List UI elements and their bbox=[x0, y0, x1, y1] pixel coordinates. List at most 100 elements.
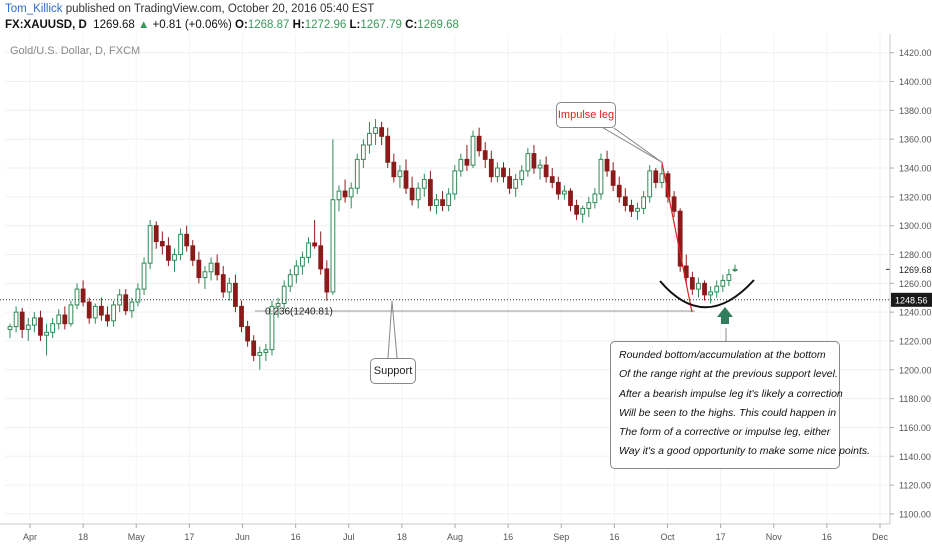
candle-body bbox=[543, 164, 549, 178]
support-callout: Support bbox=[370, 358, 416, 384]
candle-body bbox=[647, 170, 653, 198]
note-line: Way it's a good opportunity to make some… bbox=[619, 445, 871, 458]
candle-body bbox=[287, 274, 293, 287]
candle-body bbox=[141, 262, 147, 290]
candle-body bbox=[111, 304, 116, 322]
candle-body bbox=[147, 225, 153, 264]
candle-body bbox=[379, 127, 385, 137]
x-tick-label: 18 bbox=[78, 532, 88, 542]
y-tick-label: 1320.00 bbox=[899, 192, 932, 202]
published-text: published on TradingView.com, October 20… bbox=[65, 3, 375, 15]
level-price-tag bbox=[891, 292, 932, 307]
y-tick-label: 1380.00 bbox=[899, 106, 932, 116]
candle-body bbox=[555, 181, 561, 195]
candle-body bbox=[62, 314, 68, 325]
candle-body bbox=[689, 277, 695, 290]
fib-label: 0.236(1240.81) bbox=[265, 306, 333, 317]
candle-body bbox=[190, 245, 196, 261]
y-tick-label: 1360.00 bbox=[899, 135, 932, 145]
candle-body bbox=[598, 158, 604, 195]
candle-body bbox=[580, 207, 586, 215]
bullish-arrow-icon bbox=[717, 307, 733, 324]
candle-body bbox=[397, 170, 403, 178]
candle-body bbox=[677, 210, 683, 267]
low-label: L: bbox=[349, 19, 361, 31]
impulse-callout-pointer bbox=[613, 127, 663, 163]
y-tick-label: 1420.00 bbox=[899, 48, 932, 58]
low-value: 1267.79 bbox=[360, 19, 402, 31]
note-line: The form of a corrective or impulse leg,… bbox=[619, 426, 831, 439]
candle-body bbox=[31, 317, 37, 326]
y-tick-label: 1340.00 bbox=[899, 164, 932, 174]
candle-body bbox=[7, 326, 13, 330]
x-tick-label: 16 bbox=[503, 532, 513, 542]
high-label: H: bbox=[292, 19, 305, 31]
candle-body bbox=[318, 245, 324, 270]
x-tick-label: Aug bbox=[447, 532, 463, 542]
high-value: 1272.96 bbox=[304, 19, 347, 31]
impulse-leg-callout: Impulse leg bbox=[556, 102, 616, 128]
close-value: 1269.68 bbox=[417, 19, 459, 31]
candle-body bbox=[86, 301, 92, 319]
impulse-leg-line bbox=[661, 162, 693, 313]
x-tick-label: Oct bbox=[660, 532, 675, 542]
candle-body bbox=[659, 173, 665, 183]
y-tick-label: 1180.00 bbox=[899, 394, 931, 404]
candle-body bbox=[251, 340, 257, 356]
price-chart[interactable]: Gold/U.S. Dollar, D, FXCM 1248.56 1269.68… bbox=[0, 34, 932, 550]
candle-body bbox=[415, 187, 421, 201]
level-price-label: 1248.56 bbox=[895, 295, 928, 305]
candle-body bbox=[653, 170, 659, 183]
candle-body bbox=[56, 314, 62, 325]
candle-body bbox=[708, 291, 714, 296]
candle-body bbox=[635, 207, 640, 212]
candle-body bbox=[671, 196, 677, 212]
publish-line: Tom_Killick published on TradingView.com… bbox=[5, 3, 374, 15]
candle-body bbox=[604, 158, 610, 172]
rounded-bottom-arc bbox=[659, 279, 755, 309]
y-tick-label: 1100.00 bbox=[899, 509, 931, 519]
candle-body bbox=[495, 167, 500, 178]
candle-body bbox=[80, 288, 86, 303]
chart-title: Gold/U.S. Dollar, D, FXCM bbox=[10, 45, 140, 57]
up-arrow-icon: ▲ bbox=[137, 19, 150, 31]
candle-body bbox=[98, 305, 104, 316]
candle-body bbox=[373, 127, 378, 134]
candle-body bbox=[129, 301, 135, 312]
candle-body bbox=[702, 282, 707, 296]
chart-header: Tom_Killick published on TradingView.com… bbox=[0, 0, 932, 34]
candle-body bbox=[13, 311, 19, 328]
candle-body bbox=[306, 242, 311, 258]
candle-body bbox=[421, 179, 427, 189]
candle-body bbox=[507, 176, 512, 189]
y-tick-label: 1140.00 bbox=[899, 452, 931, 462]
candle-body bbox=[202, 271, 208, 279]
candle-body bbox=[178, 233, 183, 256]
note-line: Will be seen to the highs. This could ha… bbox=[619, 406, 837, 419]
candle-body bbox=[220, 274, 226, 293]
candle-body bbox=[233, 282, 238, 307]
y-tick-label: 1400.00 bbox=[899, 77, 932, 87]
candle-body bbox=[592, 193, 598, 204]
candle-body bbox=[330, 199, 336, 293]
x-tick-label: Jul bbox=[343, 532, 355, 542]
candle-body bbox=[562, 190, 567, 195]
candle-body bbox=[452, 170, 458, 195]
y-tick-label: 1120.00 bbox=[899, 481, 931, 491]
symbol-label: FX:XAUUSD, D bbox=[5, 19, 87, 31]
author-link[interactable]: Tom_Killick bbox=[5, 3, 63, 15]
impulse-callout-pointer bbox=[599, 125, 663, 163]
x-tick-label: Nov bbox=[766, 532, 783, 542]
candle-body bbox=[263, 349, 269, 353]
candle-body bbox=[513, 179, 519, 189]
candle-body bbox=[464, 158, 470, 166]
candle-body bbox=[482, 150, 488, 160]
candle-body bbox=[269, 305, 275, 351]
x-tick-label: 16 bbox=[822, 532, 832, 542]
candle-body bbox=[409, 187, 415, 201]
candle-body bbox=[391, 161, 397, 178]
candle-body bbox=[531, 153, 537, 169]
candle-body bbox=[50, 323, 56, 333]
x-tick-label: 16 bbox=[291, 532, 301, 542]
candle-body bbox=[336, 190, 342, 201]
